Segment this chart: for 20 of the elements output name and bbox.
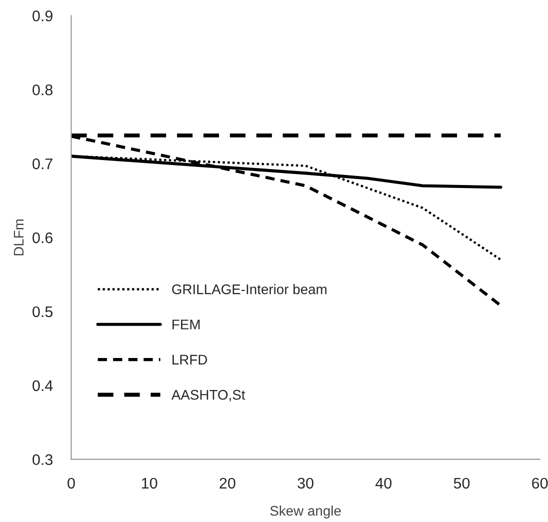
x-axis-title: Skew angle xyxy=(270,506,341,518)
x-tick-label: 60 xyxy=(532,478,548,489)
legend-label: FEM xyxy=(172,320,200,330)
x-tick-label: 10 xyxy=(142,478,158,489)
y-tick-label: 0.4 xyxy=(32,380,53,392)
x-tick-label: 20 xyxy=(220,478,236,489)
x-tick-label: 30 xyxy=(298,478,314,489)
x-tick-label: 50 xyxy=(454,478,470,489)
legend-label: AASHTO,St xyxy=(171,390,246,402)
y-axis-title: DLFm xyxy=(14,220,24,256)
y-tick-label: 0.5 xyxy=(32,306,53,318)
y-tick-label: 0.9 xyxy=(32,10,52,22)
legend-label: LRFD xyxy=(172,354,208,364)
y-tick-label: 0.7 xyxy=(32,158,52,170)
y-tick-label: 0.6 xyxy=(32,232,53,244)
legend-label: GRILLAGE-Interior beam xyxy=(172,284,326,294)
y-tick-label: 0.8 xyxy=(32,84,53,96)
x-tick-label: 40 xyxy=(375,478,392,489)
y-tick-label: 0.3 xyxy=(32,454,53,466)
x-tick-label: 0 xyxy=(68,478,75,489)
